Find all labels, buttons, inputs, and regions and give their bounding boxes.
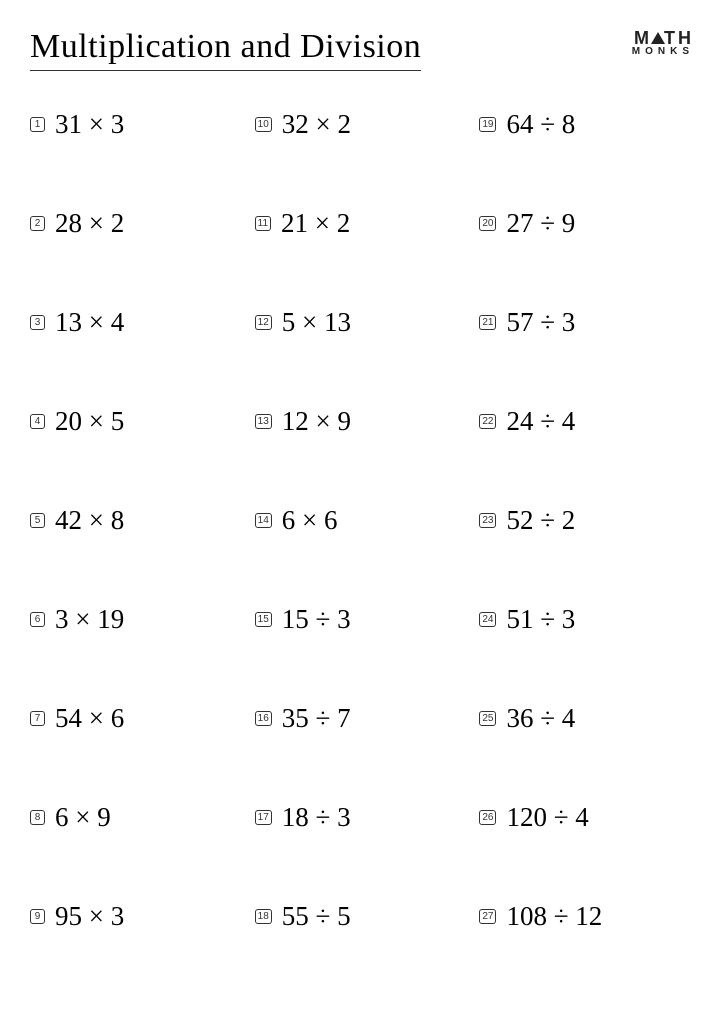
logo-letter-m: M (634, 28, 652, 48)
problem-item: 8 6 × 9 (30, 802, 245, 833)
problem-number-badge: 1 (30, 117, 45, 132)
problem-item: 16 35 ÷ 7 (255, 703, 470, 734)
problem-item: 19 64 ÷ 8 (479, 109, 694, 140)
problem-number-badge: 18 (255, 909, 272, 924)
problem-number-badge: 2 (30, 216, 45, 231)
problem-expression: 35 ÷ 7 (282, 703, 351, 734)
problem-item: 11 21 × 2 (255, 208, 470, 239)
problem-expression: 20 × 5 (55, 406, 124, 437)
problem-expression: 21 × 2 (281, 208, 350, 239)
problem-item: 7 54 × 6 (30, 703, 245, 734)
logo-letters-th: TH (664, 28, 694, 48)
problem-expression: 108 ÷ 12 (506, 901, 602, 932)
problem-expression: 51 ÷ 3 (506, 604, 575, 635)
problem-expression: 54 × 6 (55, 703, 124, 734)
problem-number-badge: 25 (479, 711, 496, 726)
problem-item: 9 95 × 3 (30, 901, 245, 932)
page-title: Multiplication and Division (30, 28, 421, 71)
problem-number-badge: 21 (479, 315, 496, 330)
problem-item: 15 15 ÷ 3 (255, 604, 470, 635)
problem-number-badge: 3 (30, 315, 45, 330)
problem-number-badge: 16 (255, 711, 272, 726)
problem-expression: 6 × 9 (55, 802, 111, 833)
logo-top-row: M TH (629, 30, 694, 47)
triangle-icon (651, 32, 665, 44)
problem-item: 2 28 × 2 (30, 208, 245, 239)
problem-number-badge: 4 (30, 414, 45, 429)
problem-item: 25 36 ÷ 4 (479, 703, 694, 734)
problem-item: 5 42 × 8 (30, 505, 245, 536)
logo-bottom-row: MONKS (632, 47, 694, 57)
problem-item: 13 12 × 9 (255, 406, 470, 437)
problem-expression: 15 ÷ 3 (282, 604, 351, 635)
problem-number-badge: 9 (30, 909, 45, 924)
problem-expression: 55 ÷ 5 (282, 901, 351, 932)
problem-expression: 120 ÷ 4 (506, 802, 588, 833)
problem-expression: 28 × 2 (55, 208, 124, 239)
problem-item: 22 24 ÷ 4 (479, 406, 694, 437)
problem-item: 4 20 × 5 (30, 406, 245, 437)
problem-number-badge: 6 (30, 612, 45, 627)
problems-grid: 1 31 × 3 2 28 × 2 3 13 × 4 4 20 × 5 5 42 × 8 6 3 × … (30, 109, 694, 932)
problem-item: 18 55 ÷ 5 (255, 901, 470, 932)
problem-number-badge: 8 (30, 810, 45, 825)
problem-expression: 5 × 13 (282, 307, 351, 338)
problem-number-badge: 19 (479, 117, 496, 132)
problem-number-badge: 20 (479, 216, 496, 231)
problem-number-badge: 11 (255, 216, 271, 231)
problem-number-badge: 5 (30, 513, 45, 528)
problem-number-badge: 22 (479, 414, 496, 429)
problem-expression: 95 × 3 (55, 901, 124, 932)
problem-item: 10 32 × 2 (255, 109, 470, 140)
problem-number-badge: 14 (255, 513, 272, 528)
problem-expression: 13 × 4 (55, 307, 124, 338)
problem-expression: 3 × 19 (55, 604, 124, 635)
problem-expression: 12 × 9 (282, 406, 351, 437)
problem-expression: 57 ÷ 3 (506, 307, 575, 338)
problem-item: 14 6 × 6 (255, 505, 470, 536)
problem-item: 23 52 ÷ 2 (479, 505, 694, 536)
problem-number-badge: 12 (255, 315, 272, 330)
problem-item: 24 51 ÷ 3 (479, 604, 694, 635)
problem-number-badge: 23 (479, 513, 496, 528)
problem-expression: 42 × 8 (55, 505, 124, 536)
problem-expression: 31 × 3 (55, 109, 124, 140)
worksheet-header: Multiplication and Division M TH MONKS (30, 28, 694, 71)
problem-expression: 18 ÷ 3 (282, 802, 351, 833)
problem-expression: 36 ÷ 4 (506, 703, 575, 734)
problem-number-badge: 7 (30, 711, 45, 726)
problem-expression: 6 × 6 (282, 505, 338, 536)
problem-item: 21 57 ÷ 3 (479, 307, 694, 338)
problem-number-badge: 17 (255, 810, 272, 825)
problem-number-badge: 27 (479, 909, 496, 924)
problem-item: 12 5 × 13 (255, 307, 470, 338)
problem-item: 1 31 × 3 (30, 109, 245, 140)
problem-number-badge: 10 (255, 117, 272, 132)
problem-item: 27 108 ÷ 12 (479, 901, 694, 932)
problem-expression: 52 ÷ 2 (506, 505, 575, 536)
brand-logo: M TH MONKS (629, 28, 694, 57)
problem-number-badge: 24 (479, 612, 496, 627)
problem-item: 26 120 ÷ 4 (479, 802, 694, 833)
problem-number-badge: 15 (255, 612, 272, 627)
problem-expression: 32 × 2 (282, 109, 351, 140)
problem-expression: 64 ÷ 8 (506, 109, 575, 140)
problem-item: 17 18 ÷ 3 (255, 802, 470, 833)
problem-item: 20 27 ÷ 9 (479, 208, 694, 239)
problem-item: 6 3 × 19 (30, 604, 245, 635)
problem-number-badge: 26 (479, 810, 496, 825)
problem-expression: 27 ÷ 9 (506, 208, 575, 239)
problem-expression: 24 ÷ 4 (506, 406, 575, 437)
problem-number-badge: 13 (255, 414, 272, 429)
problem-item: 3 13 × 4 (30, 307, 245, 338)
